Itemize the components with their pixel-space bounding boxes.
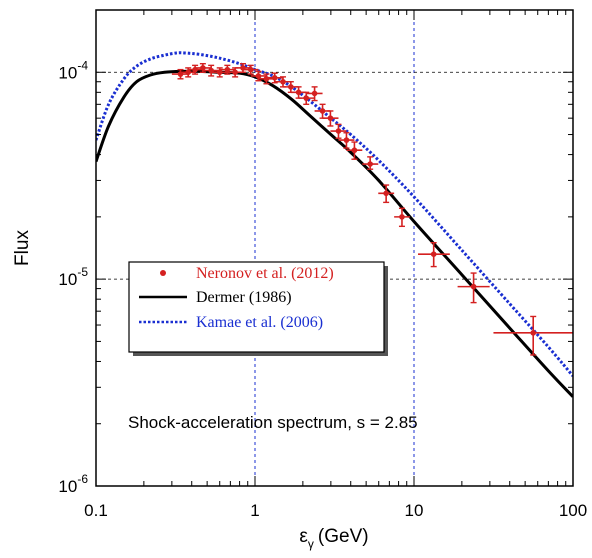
- data-point: [346, 141, 363, 160]
- y-tick-label: 10-6: [58, 472, 88, 496]
- y-tick-exponent: -5: [77, 265, 88, 279]
- legend-label: Neronov et al. (2012): [196, 265, 334, 282]
- y-tick-label: 10-4: [58, 58, 88, 82]
- data-point: [338, 132, 355, 149]
- point-marker: [303, 95, 310, 101]
- point-marker: [224, 66, 231, 73]
- point-marker: [335, 128, 342, 134]
- x-tick-label: 10: [405, 501, 424, 520]
- x-tick-label: 100: [559, 501, 587, 520]
- point-marker: [327, 115, 334, 121]
- data-point: [322, 110, 339, 127]
- annotation: Shock-acceleration spectrum, s = 2.85: [128, 413, 418, 432]
- y-tick-base: 10: [58, 477, 77, 496]
- point-marker: [263, 75, 270, 82]
- ticks: [95, 9, 573, 487]
- data-point: [195, 63, 212, 73]
- point-marker: [280, 78, 286, 85]
- legend-box: [128, 261, 385, 353]
- point-marker: [383, 190, 389, 197]
- plot-frame: [95, 9, 574, 487]
- x-axis-title: εγ (GeV): [299, 526, 368, 551]
- y-tick-exponent: -4: [77, 58, 88, 72]
- data-point: [493, 315, 573, 356]
- point-marker: [430, 251, 437, 257]
- data-point: [378, 184, 395, 204]
- point-marker: [200, 65, 206, 71]
- point-marker: [367, 161, 373, 167]
- data-point: [211, 67, 228, 78]
- data-point: [306, 86, 323, 102]
- point-marker: [399, 214, 405, 220]
- y-tick-label: 10-5: [58, 265, 88, 289]
- data-point: [457, 272, 490, 304]
- x-axis-title-sub: γ: [308, 537, 314, 551]
- data-point: [298, 91, 315, 106]
- legend-item: Neronov et al. (2012): [160, 265, 334, 282]
- point-marker: [311, 90, 318, 97]
- legend-marker: [160, 270, 166, 276]
- point-marker: [232, 69, 238, 76]
- point-marker: [185, 69, 191, 76]
- x-axis-title-unit: (GeV): [318, 526, 369, 547]
- x-tick-label: 1: [250, 501, 259, 520]
- data-point: [242, 64, 259, 75]
- data-point: [394, 207, 411, 228]
- point-marker: [351, 147, 358, 154]
- legend: Neronov et al. (2012) Dermer (1986) Kamae …: [128, 261, 388, 356]
- x-axis-title-main: ε: [299, 526, 308, 547]
- legend-item: Dermer (1986): [139, 289, 292, 306]
- data-points: [171, 63, 573, 356]
- point-marker: [247, 66, 254, 73]
- data-point: [330, 123, 347, 139]
- y-tick-exponent: -6: [77, 472, 88, 486]
- y-tick-base: 10: [58, 63, 77, 82]
- point-marker: [216, 69, 223, 76]
- point-marker: [271, 75, 278, 81]
- point-marker: [255, 73, 262, 79]
- x-tick-label: 0.1: [84, 501, 108, 520]
- data-point: [180, 67, 196, 78]
- point-marker: [319, 108, 326, 114]
- y-tick-base: 10: [58, 270, 77, 289]
- point-marker: [288, 84, 294, 90]
- legend-label: Dermer (1986): [196, 289, 292, 306]
- legend-item: Kamae et al. (2006): [139, 314, 323, 331]
- data-point: [418, 242, 450, 268]
- point-marker: [530, 330, 537, 336]
- data-point: [362, 156, 379, 170]
- point-marker: [343, 137, 350, 143]
- legend-label: Kamae et al. (2006): [196, 314, 323, 331]
- y-axis-title: Flux: [12, 230, 33, 266]
- point-marker: [295, 89, 302, 96]
- point-marker: [470, 283, 477, 290]
